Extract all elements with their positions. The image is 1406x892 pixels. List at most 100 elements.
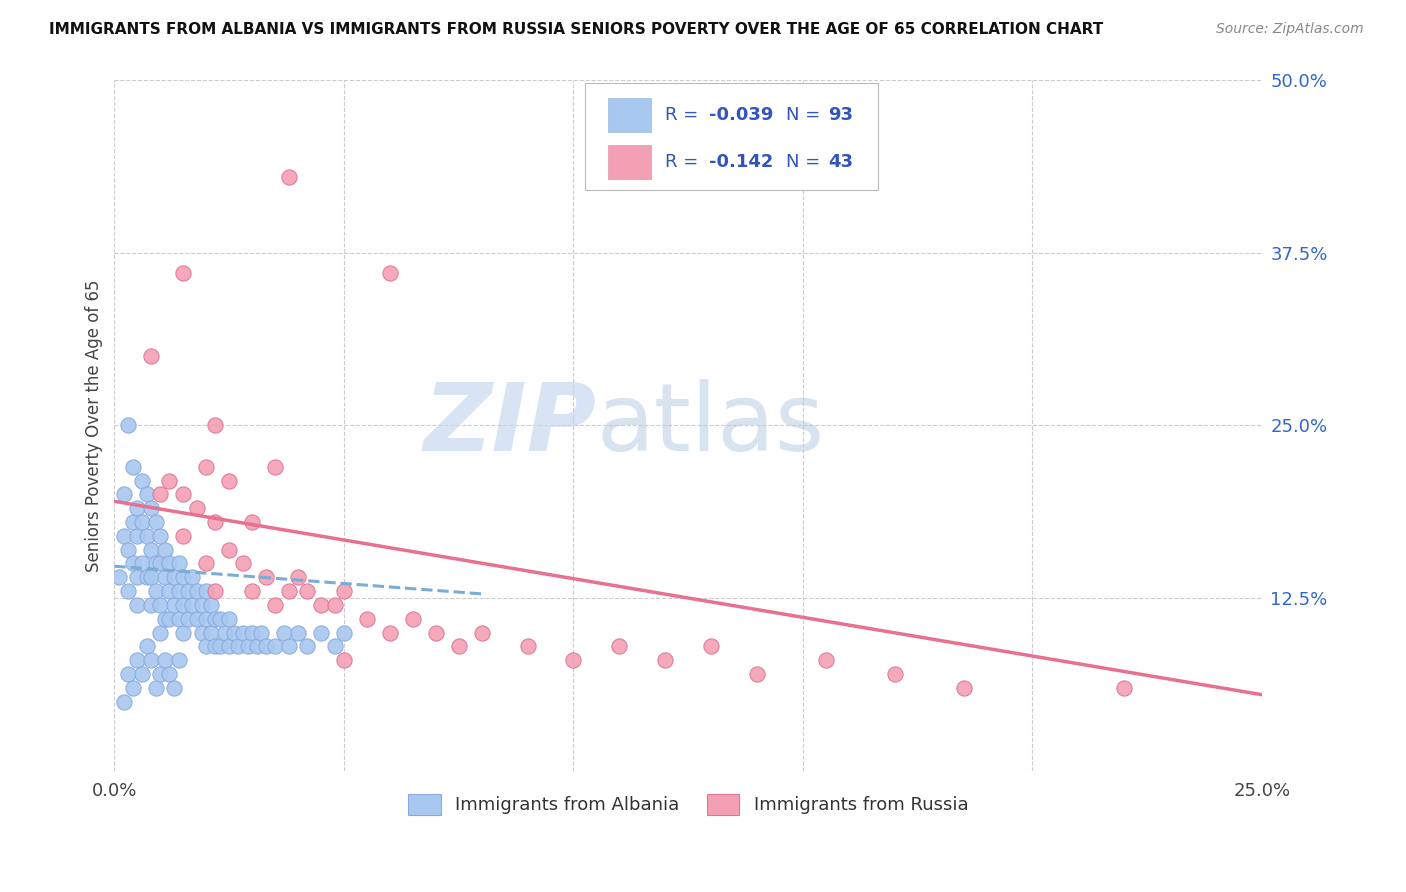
Text: R =: R = (665, 106, 704, 124)
Point (287, 625, 309, 640)
Point (163, 598, 186, 612)
Point (145, 557, 167, 571)
Point (264, 640, 287, 654)
Point (139, 653, 162, 667)
Point (195, 612, 218, 626)
Point (309, 625, 332, 640)
Legend: Immigrants from Albania, Immigrants from Russia: Immigrants from Albania, Immigrants from… (399, 785, 977, 824)
Point (333, 653, 356, 667)
Point (181, 598, 204, 612)
Point (131, 557, 153, 571)
Point (190, 598, 212, 612)
Point (218, 612, 240, 626)
Point (172, 529, 194, 543)
Point (163, 570, 186, 584)
Point (295, 584, 318, 599)
Point (159, 584, 181, 599)
Point (195, 557, 218, 571)
Point (562, 653, 585, 667)
Point (127, 570, 149, 584)
Point (402, 612, 425, 626)
Text: -0.142: -0.142 (709, 153, 773, 171)
Point (145, 584, 167, 599)
Point (883, 667, 905, 681)
Point (149, 667, 172, 681)
Point (277, 640, 299, 654)
Point (814, 653, 837, 667)
Point (195, 640, 218, 654)
Point (145, 515, 167, 529)
Point (218, 640, 240, 654)
Point (240, 515, 263, 529)
Point (200, 625, 222, 640)
Point (228, 640, 250, 654)
Text: 43: 43 (828, 153, 853, 171)
Point (121, 515, 143, 529)
Point (112, 487, 135, 501)
Point (277, 584, 299, 599)
Point (745, 667, 768, 681)
FancyBboxPatch shape (607, 145, 651, 178)
Point (112, 695, 135, 709)
Text: 93: 93 (828, 106, 853, 124)
Point (204, 612, 226, 626)
Point (323, 598, 346, 612)
Point (204, 418, 226, 433)
Text: N =: N = (786, 153, 825, 171)
Point (516, 640, 538, 654)
Point (139, 349, 162, 363)
Point (159, 667, 181, 681)
Point (204, 584, 226, 599)
Point (172, 570, 194, 584)
Point (471, 625, 494, 640)
Point (232, 557, 254, 571)
Point (117, 667, 139, 681)
Point (139, 501, 162, 516)
Point (149, 529, 172, 543)
Point (264, 598, 287, 612)
Text: R =: R = (665, 153, 704, 171)
Point (204, 515, 226, 529)
Point (135, 570, 157, 584)
Point (447, 640, 470, 654)
Point (236, 640, 259, 654)
Point (127, 598, 149, 612)
Point (131, 515, 153, 529)
Point (172, 266, 194, 280)
Point (200, 598, 222, 612)
Point (186, 584, 208, 599)
Point (240, 584, 263, 599)
Point (167, 557, 190, 571)
Point (127, 653, 149, 667)
Point (378, 625, 401, 640)
Point (163, 681, 186, 695)
Point (135, 640, 157, 654)
Point (153, 570, 176, 584)
Point (121, 681, 143, 695)
Point (333, 625, 356, 640)
Point (273, 625, 295, 640)
Point (149, 625, 172, 640)
Point (159, 612, 181, 626)
Text: atlas: atlas (596, 379, 825, 471)
Point (145, 681, 167, 695)
Point (117, 542, 139, 557)
Y-axis label: Seniors Poverty Over the Age of 65: Seniors Poverty Over the Age of 65 (86, 279, 103, 572)
Point (139, 598, 162, 612)
Point (254, 640, 277, 654)
Text: ZIP: ZIP (423, 379, 596, 471)
Point (700, 640, 723, 654)
Point (108, 570, 131, 584)
Point (952, 681, 974, 695)
Point (131, 474, 153, 488)
Point (139, 542, 162, 557)
Point (121, 557, 143, 571)
Point (117, 584, 139, 599)
Point (177, 584, 200, 599)
Text: N =: N = (786, 106, 825, 124)
Point (654, 653, 676, 667)
Point (240, 625, 263, 640)
Point (139, 570, 162, 584)
Point (287, 570, 309, 584)
Point (218, 542, 240, 557)
